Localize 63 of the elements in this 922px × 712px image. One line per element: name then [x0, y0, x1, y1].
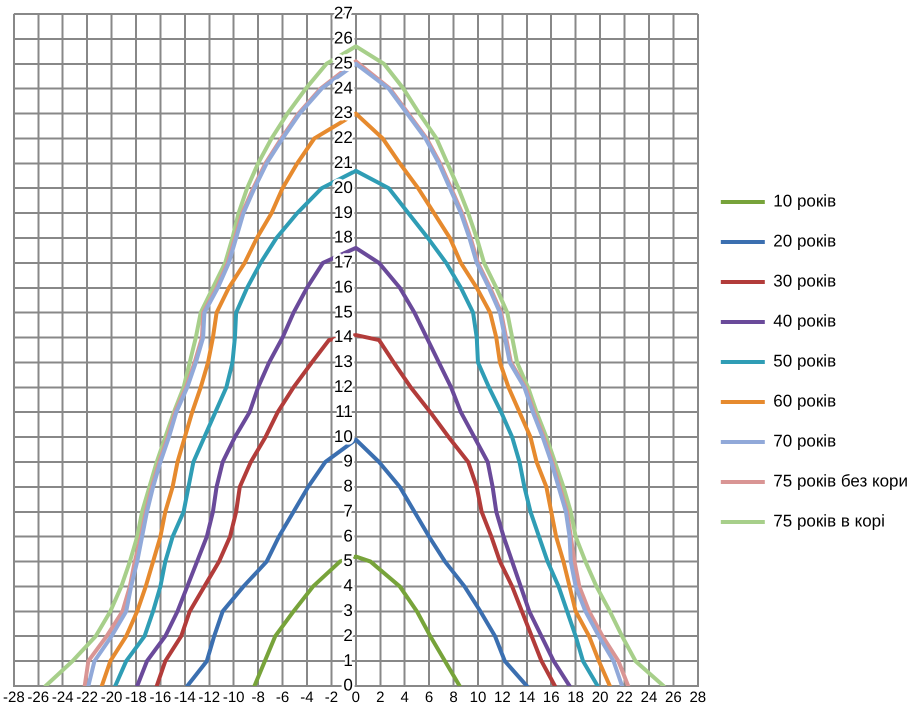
legend-label: 50 років — [773, 352, 836, 371]
x-tick-label: -4 — [300, 689, 314, 706]
x-tick-label: -24 — [52, 689, 74, 706]
y-tick-label: 1 — [343, 650, 353, 670]
y-tick-label: 11 — [335, 402, 353, 421]
x-tick-label: 28 — [689, 689, 706, 706]
y-tick-label: 19 — [334, 202, 353, 222]
x-tick-label: 4 — [400, 689, 409, 706]
x-tick-label: 20 — [592, 689, 608, 706]
x-tick-label: -28 — [2, 689, 25, 706]
x-tick-label: -6 — [276, 689, 290, 706]
y-tick-label: 24 — [334, 78, 353, 98]
y-tick-label: 9 — [343, 452, 353, 471]
y-tick-label: 8 — [343, 476, 353, 496]
legend-label: 60 років — [773, 392, 836, 411]
y-tick-label: 16 — [334, 277, 353, 296]
x-tick-label: -10 — [222, 689, 245, 706]
x-tick-label: -16 — [150, 689, 172, 706]
x-tick-label: 2 — [376, 689, 384, 706]
x-tick-label: -12 — [198, 689, 220, 706]
x-tick-label: 26 — [665, 689, 682, 706]
y-tick-label: 13 — [334, 352, 353, 372]
x-tick-label: 10 — [470, 689, 486, 706]
y-tick-label: 25 — [334, 53, 353, 72]
y-tick-label: 12 — [334, 377, 353, 396]
legend-label: 10 років — [773, 192, 836, 211]
y-tick-label: 20 — [334, 178, 353, 197]
x-tick-label: 18 — [567, 689, 584, 706]
x-tick-label: -20 — [100, 689, 122, 706]
x-tick-label: -14 — [174, 689, 196, 706]
y-tick-label: 15 — [334, 302, 353, 322]
legend-label: 75 років без кори — [773, 472, 908, 491]
x-tick-label: 8 — [449, 689, 458, 706]
y-tick-label: 10 — [334, 426, 353, 446]
y-tick-label: 26 — [334, 28, 353, 48]
legend-label: 70 років — [773, 432, 836, 451]
x-tick-label: -18 — [125, 689, 147, 706]
x-tick-label: -2 — [324, 689, 338, 706]
x-tick-label: -22 — [76, 689, 98, 706]
legend-label: 20 років — [773, 232, 836, 251]
y-tick-label: 18 — [334, 228, 353, 247]
legend-label: 75 років в корі — [773, 512, 885, 531]
y-tick-label: 14 — [334, 327, 353, 346]
x-tick-label: 14 — [518, 689, 536, 706]
y-tick-label: 3 — [343, 601, 353, 620]
y-tick-label: 21 — [334, 153, 353, 172]
x-tick-label: 24 — [640, 689, 658, 706]
y-tick-label: 22 — [334, 128, 353, 148]
x-tick-label: 6 — [424, 689, 434, 706]
y-tick-label: 4 — [343, 576, 353, 596]
y-tick-label: 6 — [343, 526, 353, 546]
x-tick-label: 22 — [616, 689, 633, 706]
y-tick-label: 23 — [334, 103, 353, 122]
x-tick-label: -26 — [27, 689, 50, 706]
legend-label: 40 років — [773, 312, 836, 331]
y-tick-label: 27 — [334, 4, 353, 23]
x-tick-label: 16 — [542, 689, 560, 706]
y-tick-label: 7 — [343, 501, 353, 520]
x-tick-label: 12 — [494, 689, 511, 706]
y-tick-label: 2 — [343, 626, 353, 645]
y-tick-label: 17 — [334, 252, 353, 272]
x-tick-label: -8 — [251, 689, 265, 706]
legend-label: 30 років — [773, 272, 836, 291]
